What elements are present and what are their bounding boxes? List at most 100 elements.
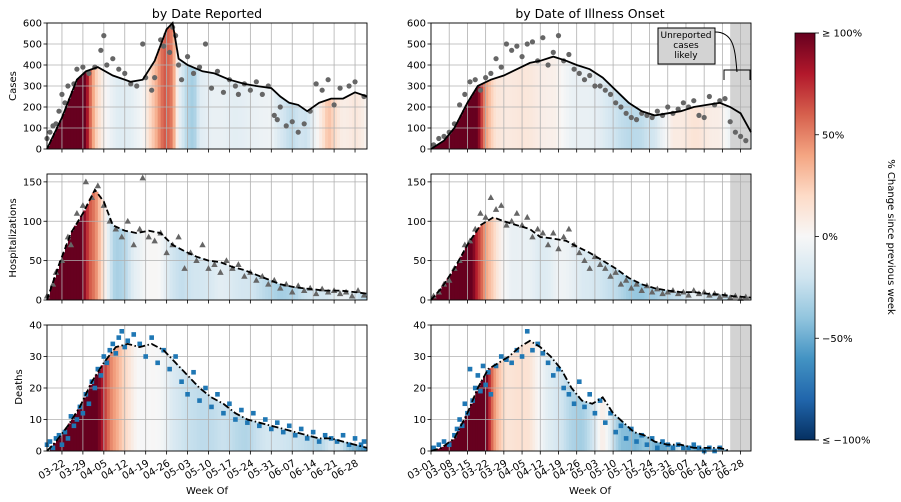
area-slice — [537, 346, 541, 451]
data-point — [716, 293, 723, 300]
area-slice — [226, 407, 230, 451]
area-slice — [636, 108, 640, 149]
area-slice — [675, 111, 679, 149]
area-slice — [514, 350, 518, 451]
area-slice — [717, 103, 721, 149]
trend-line — [430, 55, 752, 150]
area-slice — [100, 69, 105, 149]
data-point — [524, 41, 530, 47]
area-slice — [628, 428, 632, 451]
area-slice — [654, 288, 658, 300]
data-point — [217, 269, 224, 275]
x-axis — [61, 149, 356, 153]
area-slice — [490, 366, 494, 451]
area-slice — [139, 79, 144, 149]
area-slice — [576, 395, 580, 452]
y-tick-label: 500 — [407, 40, 426, 51]
area-slice — [620, 96, 625, 149]
data-point — [125, 338, 131, 344]
data-point — [220, 89, 227, 95]
area-slice — [220, 402, 224, 451]
data-point — [289, 288, 296, 295]
data-point — [722, 96, 728, 102]
area-slice — [277, 427, 281, 451]
axes-frame — [46, 173, 368, 301]
area-slice — [709, 104, 713, 149]
area-slice — [548, 57, 552, 149]
y-tick-label: 300 — [23, 82, 42, 93]
area-slice — [316, 103, 320, 149]
area-slice — [488, 80, 492, 149]
ylabel-hospitalizations: Hospitalizations — [8, 198, 19, 277]
data-point — [477, 87, 484, 93]
area-slice — [545, 58, 549, 150]
data-point — [508, 217, 515, 224]
data-point — [274, 420, 280, 425]
data-point — [196, 64, 203, 70]
colorbar-label: % Change since previous week — [885, 159, 896, 315]
area-slice — [118, 228, 123, 300]
area-slice — [241, 269, 245, 300]
data-point — [98, 373, 104, 378]
area-slice — [199, 70, 204, 149]
area-slice — [121, 345, 126, 451]
area-slice — [496, 77, 500, 149]
area-slice — [331, 438, 335, 451]
area-slice — [693, 292, 697, 300]
area-slice — [532, 232, 536, 300]
data-point — [544, 241, 552, 248]
area-slice — [214, 74, 218, 149]
area-slice — [154, 346, 159, 451]
area-slice — [253, 274, 257, 300]
area-slice — [259, 276, 263, 300]
area-slice — [130, 81, 135, 149]
area-slice — [667, 113, 671, 149]
area-slice — [667, 444, 671, 451]
area-slice — [226, 265, 230, 300]
data-point — [74, 417, 80, 422]
data-point — [612, 269, 619, 275]
area-slice — [181, 370, 186, 451]
data-point — [298, 426, 304, 432]
data-point — [139, 174, 146, 181]
area-slice — [217, 75, 221, 149]
area-slice — [352, 93, 356, 149]
area-slice — [563, 240, 567, 300]
data-point — [498, 202, 505, 208]
area-slice — [553, 57, 557, 149]
data-point — [118, 233, 125, 240]
data-point — [221, 410, 226, 416]
colorbar-ticks: ≥ 100% 50% 0% −50% ≤ −100% — [815, 29, 871, 447]
data-point — [92, 385, 98, 391]
area-slice — [217, 401, 221, 451]
area-slice — [529, 62, 533, 149]
area-slice — [103, 205, 108, 300]
area-slice — [160, 349, 165, 451]
area-slice — [55, 126, 60, 149]
area-slice — [85, 391, 90, 451]
area-slice — [289, 103, 293, 149]
y-tick-label: 10 — [29, 415, 42, 426]
area-slice — [97, 67, 102, 149]
area-slice — [163, 351, 168, 451]
area-slice — [623, 99, 627, 149]
area-slice — [485, 371, 489, 451]
area-slice — [441, 286, 445, 300]
data-point — [360, 291, 368, 298]
data-point — [462, 401, 468, 407]
data-point — [674, 290, 682, 297]
area-slice — [683, 109, 687, 149]
area-slice — [670, 291, 674, 300]
area-slice — [641, 111, 645, 149]
area-slice — [235, 81, 239, 149]
area-slice — [553, 361, 557, 451]
data-point — [534, 225, 541, 232]
area-slice — [472, 92, 476, 149]
data-point — [247, 87, 253, 93]
area-slice — [151, 231, 156, 300]
data-point — [104, 62, 110, 68]
area-slice — [472, 397, 476, 451]
area-slice — [238, 82, 242, 149]
data-point — [457, 102, 463, 108]
area-slice — [529, 341, 533, 451]
